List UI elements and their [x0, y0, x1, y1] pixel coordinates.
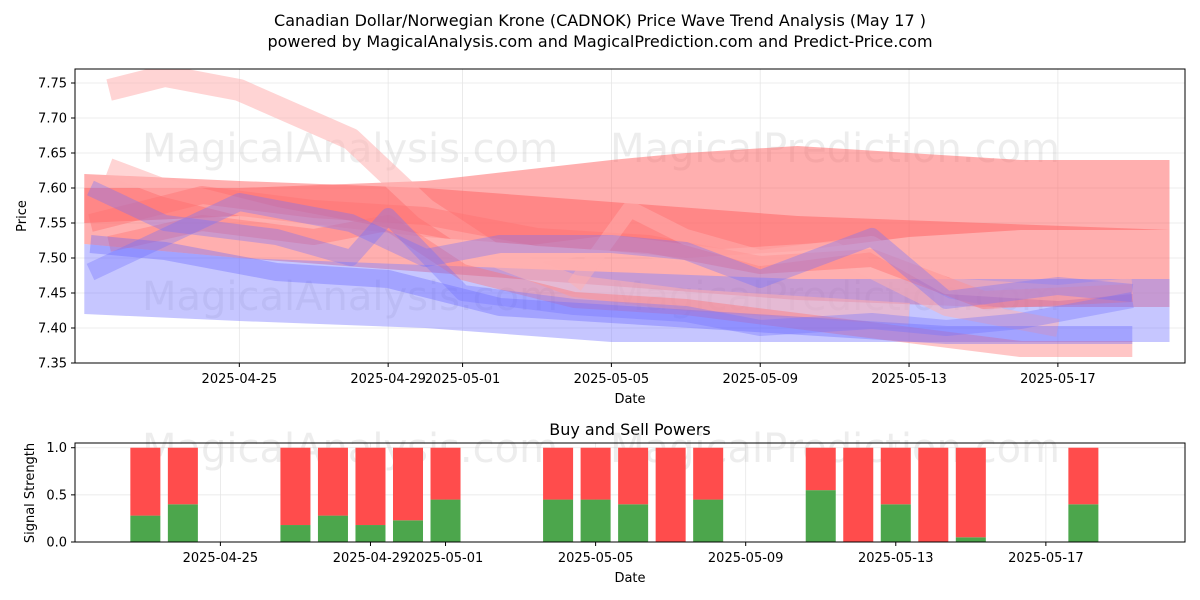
buy-bar-2025-05-18: [1068, 504, 1099, 542]
signal-panel: Buy and Sell Powers MagicalAnalysis.com …: [23, 420, 1186, 586]
signal-x-tick-label: 2025-05-09: [708, 551, 784, 566]
buy-bar-2025-05-08: [693, 499, 724, 542]
signal-x-tick-label: 2025-04-29: [333, 551, 409, 566]
sell-bar-2025-05-14: [918, 447, 949, 542]
price-y-tick-label: 7.45: [38, 287, 67, 302]
price-y-tick-label: 7.50: [38, 252, 67, 267]
sell-bar-2025-05-11: [805, 447, 836, 491]
price-wave-line-6: [86, 193, 1134, 309]
sell-bar-2025-05-12: [843, 447, 874, 542]
buy-bar-2025-04-24: [167, 504, 198, 542]
signal-y-tick-label: 0.0: [46, 536, 67, 551]
sell-bar-2025-05-13: [880, 447, 911, 505]
price-x-axis-label: Date: [614, 392, 645, 407]
price-x-tick-label: 2025-04-29: [350, 372, 426, 387]
sell-bar-2025-05-06: [618, 447, 649, 505]
price-y-tick-label: 7.70: [38, 112, 67, 127]
buy-bar-2025-05-01: [430, 499, 461, 542]
sell-bar-2025-04-27: [280, 447, 311, 526]
watermark-analysis-mid: MagicalAnalysis.com: [142, 274, 558, 320]
sell-bar-2025-04-29: [355, 447, 386, 526]
buy-bar-2025-05-15: [955, 537, 986, 542]
price-wave-line-0: [106, 69, 910, 325]
sell-bar-2025-05-07: [655, 447, 686, 542]
sell-bar-2025-04-30: [392, 447, 424, 521]
signal-y-tick-label: 0.5: [46, 488, 67, 503]
buy-bar-2025-04-23: [130, 515, 161, 542]
price-wave-line-5: [89, 235, 1133, 344]
sell-bar-2025-05-04: [543, 447, 574, 500]
price-panel: MagicalAnalysis.com MagicalPrediction.co…: [15, 68, 1186, 407]
buy-bar-2025-04-28: [317, 515, 348, 542]
signal-axis-ticks: 0.0 0.5 1.0 2025-04-25 2025-04-29 2025-05-01 2…: [46, 441, 1083, 566]
price-axis-ticks: 7.35 7.40 7.45 7.50 7.55 7.60 7.65 7.70 7.75 2025…: [38, 77, 1096, 388]
sell-bar-2025-05-05: [580, 447, 611, 500]
sell-bar-2025-04-28: [317, 447, 348, 516]
price-x-tick-label: 2025-05-13: [871, 372, 947, 387]
price-x-tick-label: 2025-05-01: [425, 372, 501, 387]
signal-x-tick-label: 2025-05-01: [408, 551, 484, 566]
signal-panel-title: Buy and Sell Powers: [549, 420, 711, 439]
chart-title-line1: Canadian Dollar/Norwegian Krone (CADNOK)…: [274, 11, 926, 30]
price-wave-series: [84, 69, 1170, 357]
price-wave-line-4: [567, 201, 1134, 301]
price-plot-frame: [74, 68, 1186, 364]
signal-x-tick-label: 2025-05-05: [558, 551, 634, 566]
signal-x-tick-label: 2025-05-13: [858, 551, 934, 566]
price-x-tick-label: 2025-05-09: [722, 372, 798, 387]
price-y-tick-label: 7.35: [38, 357, 67, 372]
price-y-tick-label: 7.55: [38, 217, 67, 232]
sell-bar-2025-04-23: [130, 447, 161, 516]
signal-x-tick-label: 2025-04-25: [183, 551, 259, 566]
price-wave-line-1: [105, 158, 1060, 337]
signal-x-tick-label: 2025-05-17: [1008, 551, 1084, 566]
chart-title-line2: powered by MagicalAnalysis.com and Magic…: [267, 32, 932, 51]
buy-bar-2025-04-30: [392, 520, 424, 542]
price-y-tick-label: 7.60: [38, 182, 67, 197]
buy-bar-2025-05-05: [580, 499, 611, 542]
signal-bars: [130, 447, 1099, 542]
price-wave-line-7: [87, 180, 1134, 336]
buy-bar-2025-05-13: [880, 504, 911, 542]
sell-bar-2025-05-01: [430, 447, 461, 500]
sell-bar-2025-05-18: [1068, 447, 1099, 505]
price-wave-line-3: [107, 215, 1133, 357]
signal-x-axis-label: Date: [614, 571, 645, 586]
buy-bar-2025-05-11: [805, 490, 836, 542]
sell-bar-2025-04-24: [167, 447, 198, 505]
watermark-analysis-bottom: MagicalAnalysis.com: [142, 426, 558, 472]
sell-bar-2025-05-08: [693, 447, 724, 500]
buy-bar-2025-04-29: [355, 525, 386, 542]
price-x-tick-label: 2025-05-05: [574, 372, 650, 387]
price-y-tick-label: 7.75: [38, 77, 67, 92]
price-y-tick-label: 7.40: [38, 322, 67, 337]
buy-bar-2025-05-04: [543, 499, 574, 542]
signal-y-axis-label: Signal Strength: [23, 443, 38, 543]
price-y-tick-label: 7.65: [38, 147, 67, 162]
price-y-axis-label: Price: [15, 200, 30, 232]
buy-bar-2025-04-27: [280, 525, 311, 542]
signal-plot-frame: [74, 442, 1186, 543]
sell-bar-2025-05-15: [955, 447, 986, 538]
price-x-tick-label: 2025-04-25: [202, 372, 278, 387]
buy-bar-2025-05-06: [618, 504, 649, 542]
signal-y-tick-label: 1.0: [46, 441, 67, 456]
price-x-tick-label: 2025-05-17: [1020, 372, 1096, 387]
